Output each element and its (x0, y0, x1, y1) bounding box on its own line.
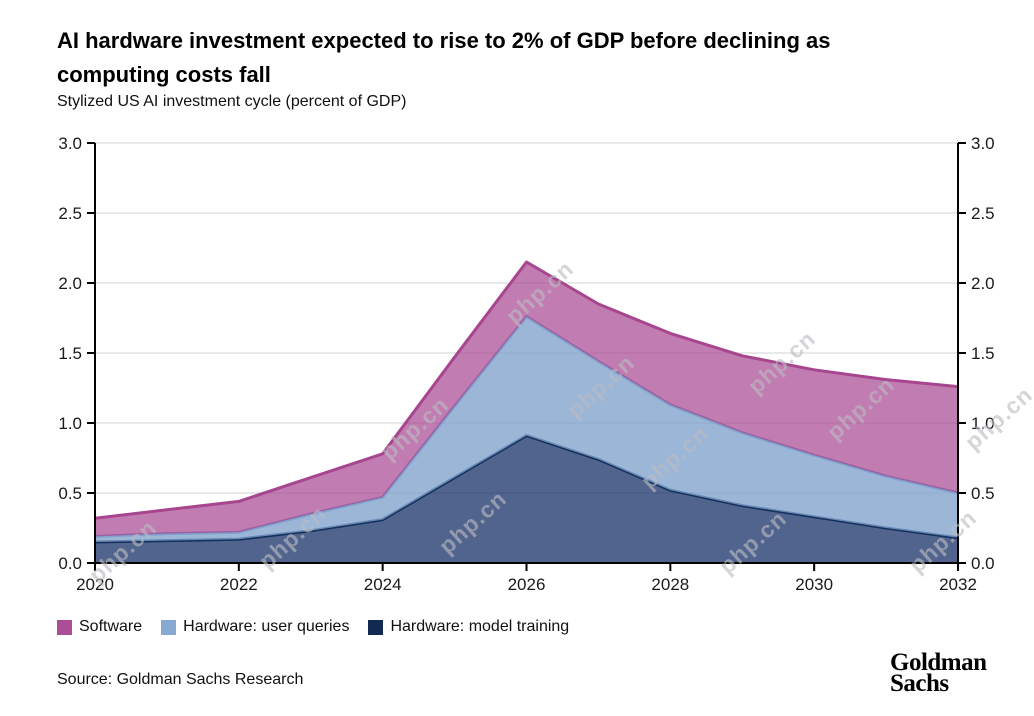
y-tick-label-left: 0.5 (58, 484, 82, 503)
y-tick-label-left: 2.5 (58, 204, 82, 223)
x-tick-label: 2026 (508, 575, 546, 594)
y-tick-label-right: 2.0 (971, 274, 995, 293)
x-tick-label: 2030 (795, 575, 833, 594)
legend-item-hardware-model-training: Hardware: model training (368, 618, 569, 636)
y-tick-label-right: 3.0 (971, 134, 995, 153)
y-tick-label-right: 2.5 (971, 204, 995, 223)
y-tick-label-right: 0.0 (971, 554, 995, 573)
goldman-sachs-logo-line2: Sachs (890, 670, 949, 697)
page-title-line1: AI hardware investment expected to rise … (57, 28, 831, 53)
legend-swatch-hardware-user-queries (161, 619, 177, 635)
legend-swatch-hardware-model-training (368, 619, 384, 635)
y-tick-label-left: 2.0 (58, 274, 82, 293)
area-border-software (94, 260, 959, 520)
y-tick-label-right: 0.5 (971, 484, 995, 503)
goldman-sachs-logo: Goldman Sachs (890, 649, 987, 697)
legend-label-software: Software (79, 618, 143, 635)
y-tick-label-left: 0.0 (58, 554, 82, 573)
y-tick-label-left: 1.5 (58, 344, 82, 363)
legend-label-hardware-model-training: Hardware: model training (390, 618, 570, 635)
legend-item-hardware-user-queries: Hardware: user queries (161, 618, 349, 636)
y-tick-label-left: 1.0 (58, 414, 82, 433)
legend: Software Hardware: user queries Hardware: … (57, 618, 569, 636)
legend-item-software: Software (57, 618, 142, 636)
y-tick-label-left: 3.0 (58, 134, 82, 153)
page-title-line2: computing costs fall (57, 62, 271, 87)
legend-label-hardware-user-queries: Hardware: user queries (183, 618, 350, 635)
x-tick-label: 2022 (220, 575, 258, 594)
x-tick-label: 2024 (364, 575, 402, 594)
x-tick-label: 2032 (939, 575, 977, 594)
source-note: Source: Goldman Sachs Research (57, 671, 304, 688)
area-hardware-user-queries (95, 316, 958, 542)
legend-swatch-software (57, 619, 72, 635)
chart-subtitle: Stylized US AI investment cycle (percent… (57, 93, 407, 110)
page-title: AI hardware investment expected to rise … (57, 24, 977, 92)
y-tick-label-right: 1.0 (971, 414, 995, 433)
x-tick-label: 2020 (76, 575, 114, 594)
goldman-sachs-logo-line1: Goldman (890, 649, 987, 676)
x-tick-label: 2028 (651, 575, 689, 594)
y-tick-label-right: 1.5 (971, 344, 995, 363)
